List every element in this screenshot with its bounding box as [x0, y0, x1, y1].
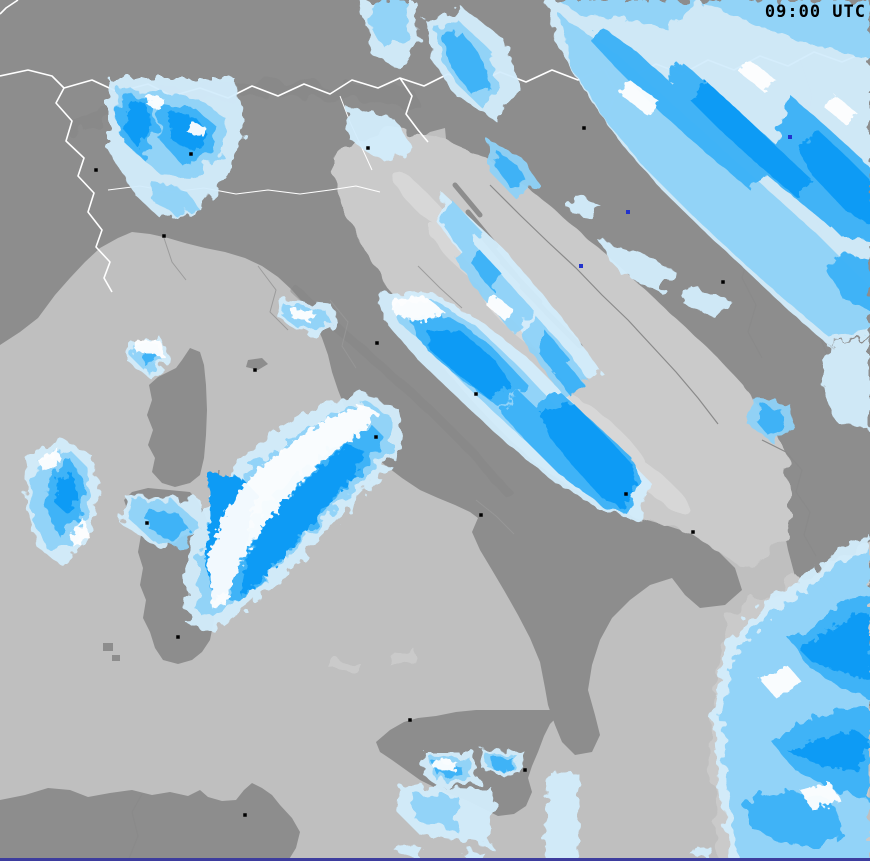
- border: [399, 77, 429, 143]
- intense-cell: [788, 135, 792, 139]
- precip-core: [798, 130, 870, 225]
- precip: [490, 756, 515, 770]
- city-dot: [408, 718, 412, 722]
- city-dot: [523, 768, 527, 772]
- city-dot: [189, 152, 193, 156]
- land-islet: [112, 655, 120, 661]
- precip: [592, 25, 770, 190]
- cloud-patch: [333, 660, 362, 677]
- precip: [440, 200, 482, 252]
- precip: [822, 338, 870, 430]
- land-islet: [103, 643, 113, 651]
- cities-layer: [94, 126, 725, 817]
- region-line: [257, 265, 289, 331]
- precip: [700, 0, 870, 60]
- city-dot: [366, 146, 370, 150]
- precip: [558, 0, 700, 30]
- precip-heavy: [620, 80, 660, 116]
- precip: [442, 32, 490, 95]
- border: [0, 0, 19, 15]
- precip-heavy: [800, 782, 840, 810]
- precip: [412, 792, 460, 830]
- border: [489, 184, 719, 425]
- intense-cell: [626, 210, 630, 214]
- city-dot: [145, 521, 149, 525]
- island-stripe: [452, 182, 483, 218]
- precip: [545, 770, 580, 861]
- city-dot: [479, 513, 483, 517]
- precip-heavy: [208, 404, 378, 608]
- land-corsica: [147, 348, 207, 487]
- precip-heavy: [486, 295, 515, 321]
- city-dot: [243, 813, 247, 817]
- precip-core: [240, 445, 365, 595]
- city-dot: [624, 492, 628, 496]
- intense-cell: [579, 264, 583, 268]
- precip-heavy: [390, 296, 445, 322]
- precip: [682, 285, 730, 318]
- precip-heavy: [824, 95, 857, 125]
- precip-core: [428, 330, 512, 398]
- region-line: [329, 299, 357, 369]
- precip-core: [124, 100, 152, 148]
- border: [761, 439, 817, 557]
- precip: [755, 405, 786, 435]
- precip: [368, 0, 408, 48]
- region-line: [163, 237, 187, 281]
- precip: [568, 195, 600, 219]
- land-elba: [246, 358, 268, 370]
- precip-white-layer: [38, 60, 857, 810]
- precip-core: [800, 612, 870, 680]
- precip-heavy: [70, 520, 90, 548]
- precip: [828, 252, 870, 310]
- city-dot: [721, 280, 725, 284]
- city-dot: [374, 435, 378, 439]
- precip-core: [54, 472, 78, 515]
- intense-cells-layer: [579, 135, 792, 268]
- cloud-patch: [386, 648, 418, 666]
- precip: [345, 105, 415, 162]
- cloud-streak: [390, 170, 450, 230]
- timestamp: 09:00 UTC: [765, 2, 866, 22]
- bottom-bar: [0, 858, 870, 861]
- precip-heavy: [147, 95, 164, 109]
- city-dot: [94, 168, 98, 172]
- precip-heavy: [133, 340, 166, 358]
- precip-core: [690, 80, 812, 196]
- land-mainland: [0, 0, 870, 755]
- precip: [150, 180, 200, 215]
- land-africa: [0, 783, 300, 861]
- city-dot: [474, 392, 478, 396]
- precip: [689, 844, 713, 858]
- city-dot: [375, 341, 379, 345]
- precip: [496, 152, 528, 188]
- city-dot: [253, 368, 257, 372]
- precip-heavy: [290, 308, 315, 322]
- border: [127, 793, 143, 861]
- precip: [470, 248, 500, 288]
- city-dot: [582, 126, 586, 130]
- border: [0, 69, 113, 293]
- precip-heavy: [739, 60, 776, 92]
- precip-heavy: [432, 758, 457, 772]
- precip: [598, 240, 676, 292]
- precip: [396, 842, 422, 858]
- precip-core: [540, 402, 636, 510]
- precip-heavy: [760, 666, 802, 698]
- precip: [148, 510, 190, 540]
- region-line: [417, 265, 463, 309]
- city-dot: [162, 234, 166, 238]
- precip-heavy: [187, 122, 206, 137]
- city-dot: [691, 530, 695, 534]
- precip-core: [788, 730, 870, 772]
- region-line: [475, 499, 515, 535]
- precip: [552, 355, 585, 398]
- city-dot: [176, 635, 180, 639]
- precip-heavy: [38, 448, 60, 472]
